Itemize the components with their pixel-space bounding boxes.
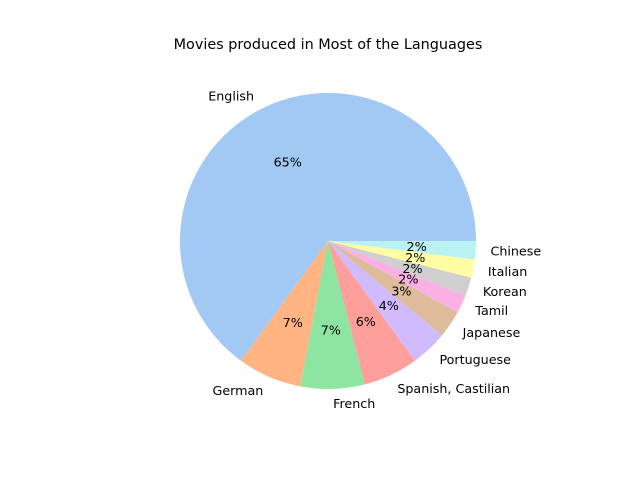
slice-label-english: English	[208, 88, 254, 103]
chart-title: Movies produced in Most of the Languages	[174, 37, 483, 53]
pie-slice-spanish-castilian	[328, 241, 415, 385]
pie-labels: English 65% German 7% French 7% Spanish, Casti…	[208, 88, 541, 411]
pie-slice-japanese	[328, 241, 458, 336]
pie-slice-korean	[328, 241, 472, 296]
pct-label-chinese: 2%	[407, 239, 427, 254]
pct-label-tamil: 2%	[398, 271, 418, 286]
pie-slice-portuguese	[328, 241, 443, 361]
slice-label-korean: Korean	[483, 284, 527, 299]
pie-slice-german	[241, 241, 328, 387]
slice-label-german: German	[213, 383, 264, 398]
pct-label-korean: 2%	[402, 261, 422, 276]
slice-label-tamil: Tamil	[474, 303, 508, 318]
pie-slice-italian	[328, 241, 475, 278]
pct-label-portuguese: 4%	[379, 298, 399, 313]
pie-slice-chinese	[328, 241, 476, 260]
slice-label-chinese: Chinese	[490, 244, 541, 259]
pct-label-german: 7%	[283, 315, 303, 330]
slice-label-french: French	[333, 396, 375, 411]
pie-slice-english	[180, 92, 476, 361]
pie-slice-french	[300, 241, 365, 390]
pie-slice-tamil	[328, 241, 466, 313]
slice-label-portuguese: Portuguese	[439, 352, 511, 367]
pct-label-japanese: 3%	[391, 283, 411, 298]
pct-label-spanish-castilian: 6%	[356, 314, 376, 329]
slice-label-spanish-castilian: Spanish, Castilian	[397, 381, 510, 396]
slice-label-italian: Italian	[488, 264, 527, 279]
slice-label-japanese: Japanese	[462, 325, 521, 340]
pct-label-italian: 2%	[405, 250, 425, 265]
pie-slices	[180, 92, 476, 390]
pct-label-french: 7%	[321, 322, 341, 337]
pct-label-english: 65%	[274, 154, 302, 169]
